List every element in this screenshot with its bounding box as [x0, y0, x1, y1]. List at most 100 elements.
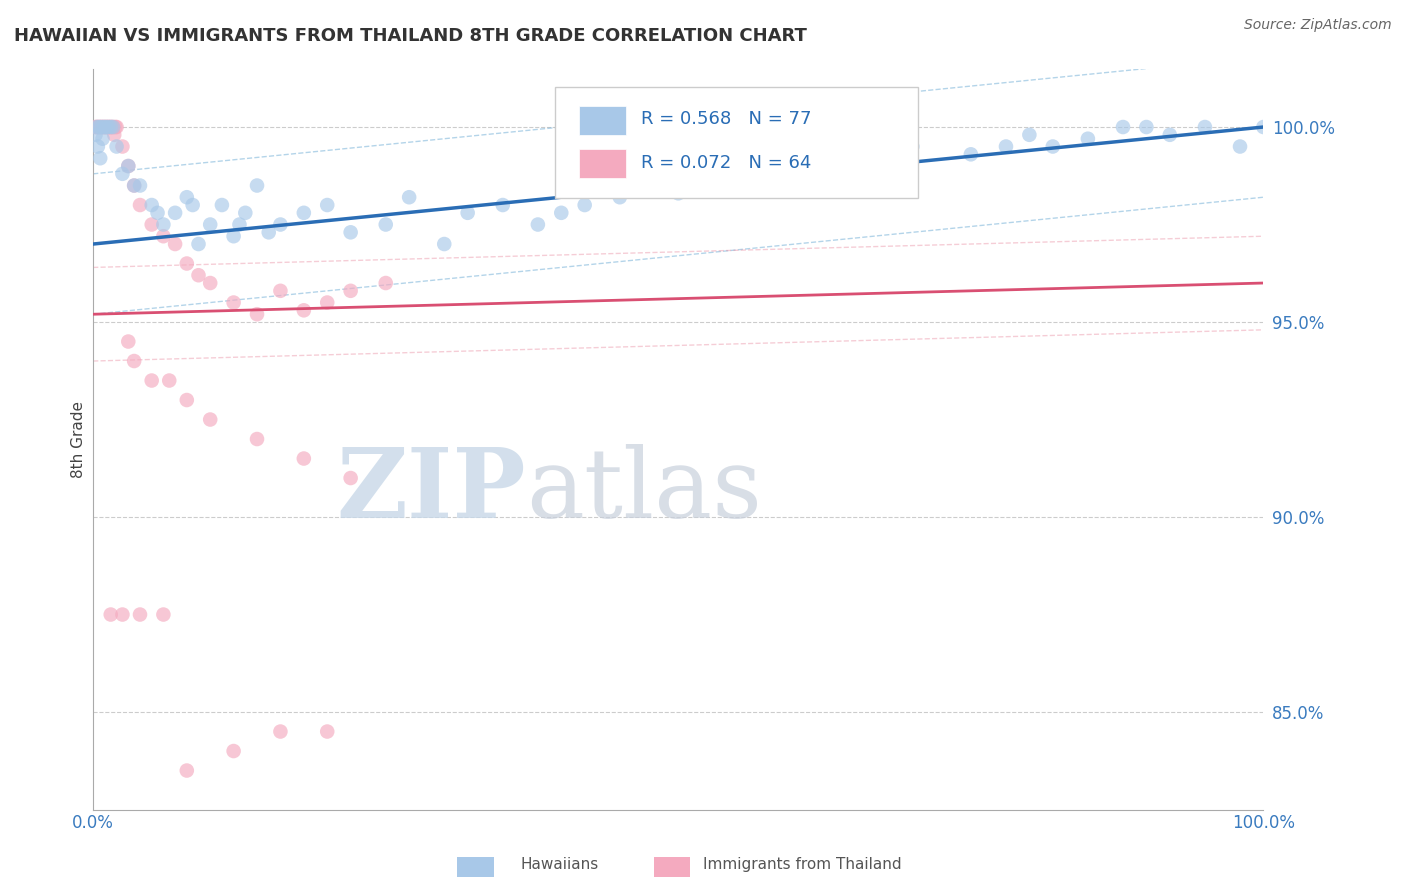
Point [222, 744, 245, 758]
Point [100, 607, 122, 622]
Point [87, 120, 110, 134]
Point [87, 120, 110, 134]
Point [339, 225, 361, 239]
Point [666, 186, 689, 201]
Point [725, 178, 748, 193]
Point [527, 218, 550, 232]
Point [807, 178, 830, 193]
Point [609, 190, 631, 204]
Point [398, 190, 420, 204]
Point [84, 120, 107, 134]
Point [176, 764, 198, 778]
Point [181, 198, 204, 212]
Point [129, 198, 152, 212]
Point [105, 139, 128, 153]
Bar [579, 149, 626, 178]
Point [200, 218, 222, 232]
Point [91, 132, 114, 146]
Point [200, 412, 222, 426]
Point [1018, 128, 1040, 142]
Text: Hawaiians: Hawaiians [520, 857, 599, 872]
Point [222, 295, 245, 310]
Point [100, 120, 122, 134]
Point [316, 724, 339, 739]
FancyBboxPatch shape [555, 87, 918, 198]
Text: HAWAIIAN VS IMMIGRANTS FROM THAILAND 8TH GRADE CORRELATION CHART: HAWAIIAN VS IMMIGRANTS FROM THAILAND 8TH… [14, 27, 807, 45]
Point [1112, 120, 1135, 134]
Point [91, 120, 114, 134]
Point [94, 120, 117, 134]
Text: R = 0.568   N = 77: R = 0.568 N = 77 [641, 110, 811, 128]
Point [111, 139, 134, 153]
Point [141, 198, 163, 212]
Point [152, 218, 174, 232]
Text: Source: ZipAtlas.com: Source: ZipAtlas.com [1244, 18, 1392, 32]
Point [101, 120, 124, 134]
Point [93, 120, 115, 134]
Point [104, 120, 127, 134]
Point [100, 120, 122, 134]
Point [152, 607, 174, 622]
Point [292, 303, 315, 318]
Point [117, 159, 139, 173]
Point [86, 120, 108, 134]
Point [228, 218, 250, 232]
Point [122, 354, 145, 368]
Text: Immigrants from Thailand: Immigrants from Thailand [703, 857, 901, 872]
Point [165, 237, 187, 252]
Point [101, 120, 124, 134]
Point [111, 607, 134, 622]
Point [339, 471, 361, 485]
Point [644, 178, 666, 193]
Point [90, 120, 112, 134]
Point [550, 206, 572, 220]
Point [117, 159, 139, 173]
Point [574, 198, 596, 212]
Point [117, 334, 139, 349]
Text: R = 0.072   N = 64: R = 0.072 N = 64 [641, 154, 811, 172]
Text: atlas: atlas [526, 444, 762, 538]
Point [86, 120, 108, 134]
Point [457, 206, 479, 220]
Point [96, 120, 118, 134]
Point [374, 218, 396, 232]
Point [211, 198, 233, 212]
Point [316, 198, 339, 212]
Point [1194, 120, 1216, 134]
Point [97, 120, 120, 134]
Point [690, 170, 713, 185]
Point [97, 120, 120, 134]
Point [492, 198, 515, 212]
Point [257, 225, 280, 239]
Point [141, 218, 163, 232]
Point [269, 724, 291, 739]
Point [222, 229, 245, 244]
Point [200, 276, 222, 290]
Y-axis label: 8th Grade: 8th Grade [72, 401, 86, 477]
Point [129, 607, 152, 622]
Point [960, 147, 983, 161]
Point [93, 120, 115, 134]
Point [87, 139, 110, 153]
Point [374, 276, 396, 290]
Point [103, 128, 125, 142]
Point [994, 139, 1017, 153]
Point [146, 206, 169, 220]
Point [111, 167, 134, 181]
Point [89, 151, 111, 165]
Point [316, 295, 339, 310]
Point [165, 206, 187, 220]
Point [87, 120, 110, 134]
Point [89, 120, 111, 134]
Point [122, 178, 145, 193]
Point [94, 120, 117, 134]
Point [1077, 132, 1099, 146]
Point [292, 206, 315, 220]
Point [157, 374, 180, 388]
Point [1135, 120, 1157, 134]
Point [90, 120, 112, 134]
Point [292, 451, 315, 466]
Point [269, 218, 291, 232]
Point [101, 120, 124, 134]
Point [141, 374, 163, 388]
